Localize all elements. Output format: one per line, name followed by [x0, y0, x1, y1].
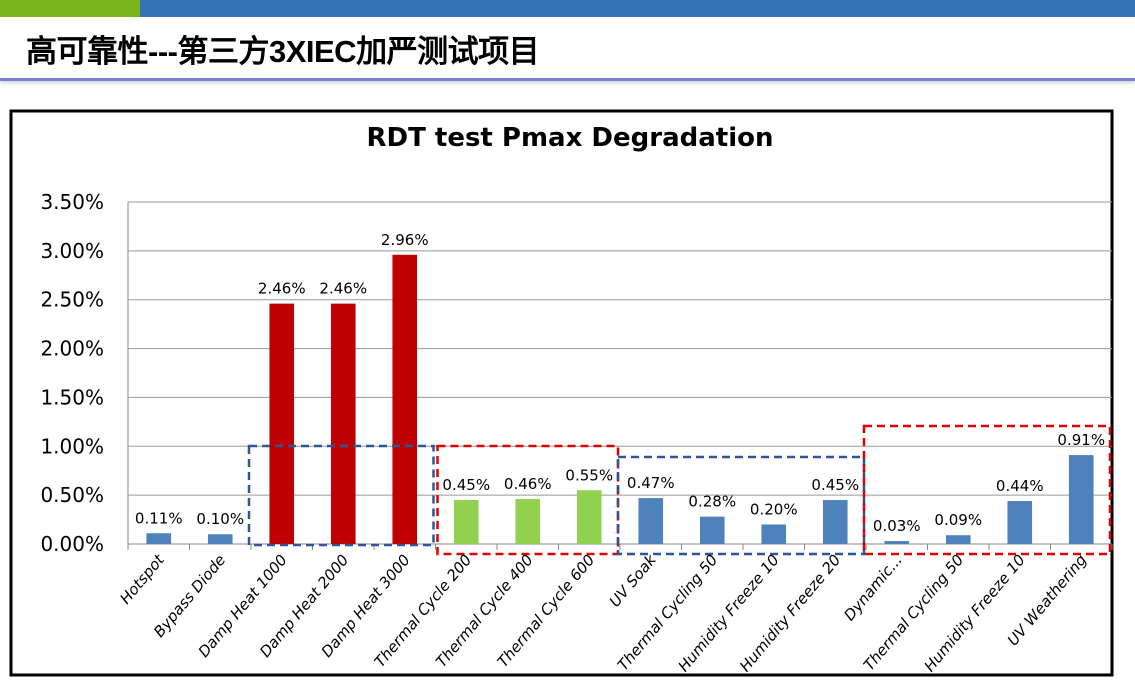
y-tick-label: 0.50% — [40, 483, 104, 507]
y-tick-label: 1.50% — [40, 385, 104, 409]
y-tick-label: 3.50% — [40, 190, 104, 214]
header-strip-green — [0, 0, 140, 17]
bar — [1068, 455, 1094, 544]
bar — [207, 534, 233, 544]
header-strip-blue — [140, 0, 1135, 17]
bar — [945, 535, 971, 544]
data-label: 0.47% — [627, 474, 675, 492]
bar — [884, 541, 910, 544]
data-label: 0.09% — [934, 511, 982, 529]
data-label: 0.20% — [750, 500, 798, 518]
data-label: 2.46% — [258, 280, 306, 298]
bar — [453, 500, 479, 544]
slide-title: 高可靠性---第三方3XIEC加严测试项目 — [26, 34, 540, 69]
data-label: 0.45% — [811, 476, 859, 494]
bar — [576, 490, 602, 544]
data-label: 0.28% — [688, 493, 736, 511]
data-label: 0.45% — [442, 476, 490, 494]
bar — [146, 533, 172, 544]
y-tick-label: 0.00% — [40, 532, 104, 556]
bar — [822, 500, 848, 544]
data-label: 0.03% — [873, 517, 921, 535]
data-label: 0.44% — [996, 477, 1044, 495]
y-tick-label: 1.00% — [40, 434, 104, 458]
bar — [1007, 501, 1033, 544]
chart-frame — [9, 109, 1114, 677]
group-highlight-box — [862, 424, 1112, 556]
data-label: 0.91% — [1057, 431, 1105, 449]
group-highlight-box — [616, 455, 866, 556]
data-label: 0.55% — [565, 466, 613, 484]
y-tick-label: 2.00% — [40, 337, 104, 361]
data-label: 2.96% — [381, 231, 429, 249]
y-tick-label: 3.00% — [40, 239, 104, 263]
data-label: 0.46% — [504, 475, 552, 493]
bar — [515, 499, 541, 544]
bar — [761, 524, 787, 544]
title-divider — [0, 78, 1135, 81]
bar — [330, 303, 356, 544]
data-label: 2.46% — [319, 280, 367, 298]
group-highlight-box — [247, 444, 435, 547]
bar — [699, 516, 725, 544]
data-label: 0.10% — [196, 510, 244, 528]
chart-title: RDT test Pmax Degradation — [367, 123, 774, 153]
bar — [638, 498, 664, 544]
bar — [269, 303, 295, 544]
bar — [392, 254, 418, 544]
y-tick-label: 2.50% — [40, 288, 104, 312]
data-label: 0.11% — [135, 509, 183, 527]
